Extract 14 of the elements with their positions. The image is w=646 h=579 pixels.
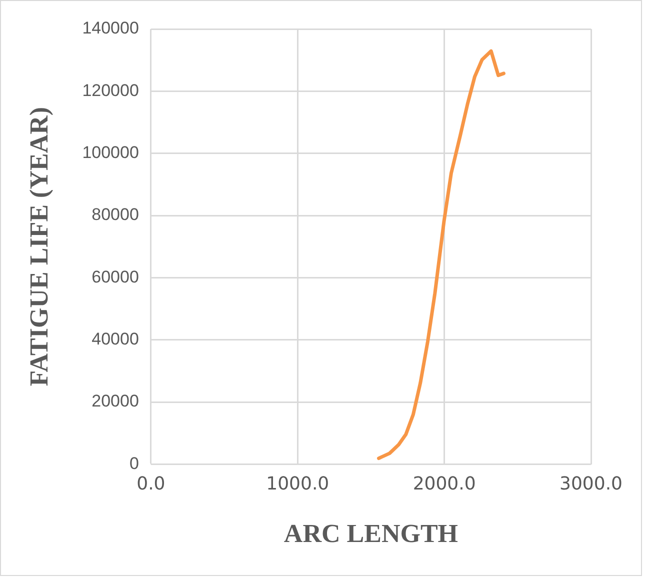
x-axis-title: ARC LENGTH <box>284 519 458 548</box>
y-tick-label: 140000 <box>82 18 139 38</box>
x-tick-label: 3000.0 <box>560 474 622 495</box>
x-tick-label: 0.0 <box>136 474 166 495</box>
x-tick-label: 1000.0 <box>266 474 330 495</box>
y-tick-label: 100000 <box>82 143 139 162</box>
y-tick-label: 60000 <box>92 267 139 286</box>
y-axis-title: FATIGUE LIFE (YEAR) <box>24 106 54 386</box>
y-tick-label: 40000 <box>92 330 139 349</box>
y-tick-label: 0 <box>129 454 139 473</box>
x-tick-label: 2000.0 <box>412 474 476 495</box>
y-tick-label: 20000 <box>92 392 139 411</box>
y-tick-label: 120000 <box>82 80 139 100</box>
y-tick-label: 80000 <box>92 205 139 224</box>
